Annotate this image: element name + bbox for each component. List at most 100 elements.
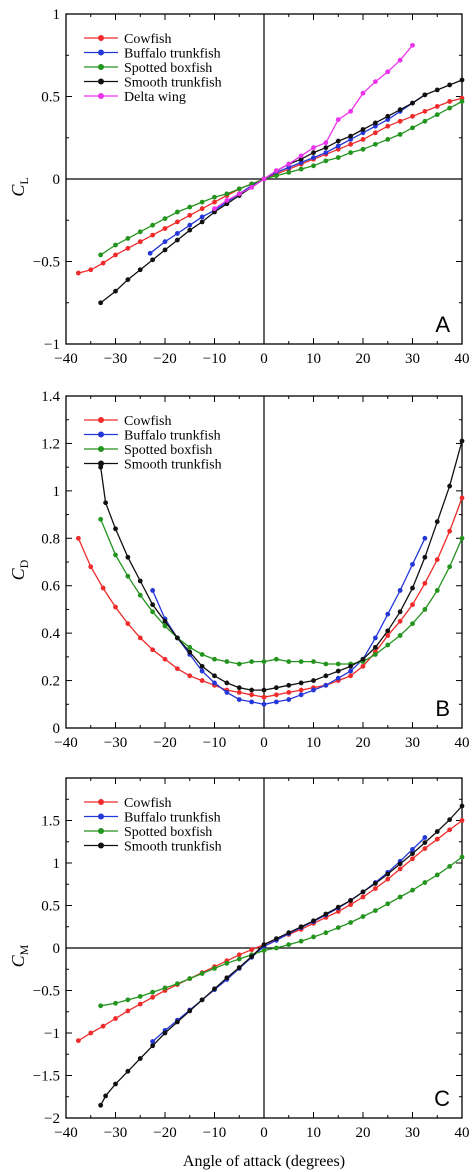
panel-a-point-smooth-trunkfish <box>348 133 354 139</box>
panel-c-point-cowfish <box>372 886 378 891</box>
panel-b-point-spotted-boxfish <box>187 644 193 650</box>
panel-b-point-cowfish <box>385 633 391 638</box>
panel-b-y-axis-label-sub: D <box>17 559 31 568</box>
panel-c-point-buffalo-trunkfish <box>150 1039 156 1044</box>
panel-c-y-tick-label: −1.5 <box>33 1069 60 1085</box>
panel-b-legend-item-smooth-trunkfish: Smooth trunkfish <box>84 458 222 473</box>
panel-a-point-buffalo-trunkfish <box>372 123 378 129</box>
panel-a-point-spotted-boxfish <box>286 170 292 175</box>
panel-a-point-cowfish <box>397 118 403 124</box>
panel-b-point-smooth-trunkfish <box>372 644 378 650</box>
panel-c-point-smooth-trunkfish <box>137 1056 143 1061</box>
panel-b-point-smooth-trunkfish <box>459 438 465 444</box>
panel-b-point-cowfish <box>249 692 255 698</box>
panel-c-point-spotted-boxfish <box>150 989 156 995</box>
panel-a-point-spotted-boxfish <box>447 105 453 111</box>
panel-c-legend-label: Cowfish <box>124 796 171 811</box>
panel-b-x-tick-label: 20 <box>356 735 371 751</box>
panel-c-point-cowfish <box>459 818 465 823</box>
panel-a-legend-swatch-marker <box>98 64 104 70</box>
panel-c-point-spotted-boxfish <box>261 948 267 953</box>
panel-b-point-cowfish <box>88 564 94 570</box>
panel-c-point-spotted-boxfish <box>397 894 403 900</box>
panel-a-point-spotted-boxfish <box>212 194 217 200</box>
panel-b-point-smooth-trunkfish <box>335 668 341 674</box>
panel-b-point-cowfish <box>137 635 143 641</box>
panel-b-point-smooth-trunkfish <box>273 685 279 691</box>
panel-b-point-cowfish <box>397 618 403 624</box>
panel-b-point-buffalo-trunkfish <box>212 680 217 686</box>
panel-c-point-smooth-trunkfish <box>323 911 329 917</box>
panel-a-point-spotted-boxfish <box>113 242 118 248</box>
panel-b-y-axis-label-main: C <box>8 567 28 580</box>
panel-c-x-tick-label: 40 <box>455 1125 470 1141</box>
panel-c-point-spotted-boxfish <box>385 901 391 907</box>
panel-c-point-spotted-boxfish <box>434 872 440 878</box>
panel-c-point-spotted-boxfish <box>298 938 304 944</box>
panel-a-series-delta-wing <box>212 42 415 212</box>
panel-b-y-tick-label: 0.2 <box>41 674 60 690</box>
panel-c-point-spotted-boxfish <box>174 981 180 987</box>
panel-a-point-spotted-boxfish <box>125 236 131 241</box>
panel-c-point-smooth-trunkfish <box>150 1043 156 1049</box>
panel-b-point-smooth-trunkfish <box>137 578 143 584</box>
panel-a-point-buffalo-trunkfish <box>174 231 180 236</box>
panel-c-point-smooth-trunkfish <box>286 930 292 936</box>
panel-a-y-tick-label: 1 <box>53 7 61 23</box>
panel-c-point-smooth-trunkfish <box>422 840 428 845</box>
panel-a-x-tick-label: −20 <box>153 351 176 367</box>
panel-c-point-cowfish <box>75 1038 81 1044</box>
panel-a-legend-label: Buffalo trunkfish <box>124 47 221 62</box>
panel-b-point-spotted-boxfish <box>261 659 267 664</box>
panel-a-point-cowfish <box>187 212 193 218</box>
panel-c-point-spotted-boxfish <box>410 887 415 893</box>
panel-a-legend-label: Cowfish <box>124 32 171 47</box>
panel-a-point-spotted-boxfish <box>335 155 341 160</box>
panel-a-point-smooth-trunkfish <box>459 77 465 83</box>
panel-a-point-delta-wing <box>224 198 230 203</box>
panel-a-point-delta-wing <box>249 184 255 190</box>
panel-c-x-tick-label: 30 <box>405 1125 420 1141</box>
panel-c-point-smooth-trunkfish <box>103 1093 108 1099</box>
panel-a-point-buffalo-trunkfish <box>199 214 205 220</box>
panel-a-x-tick-label: −30 <box>104 351 127 367</box>
panel-c-legend-swatch-marker <box>98 828 104 834</box>
panel-b-y-tick-label: 0.4 <box>41 626 60 642</box>
panel-a-x-tick-label: −40 <box>54 351 77 367</box>
panel-c-point-buffalo-trunkfish <box>410 847 415 852</box>
panel-b-point-cowfish <box>113 604 118 610</box>
panel-a-point-spotted-boxfish <box>348 150 354 156</box>
panel-b-point-cowfish <box>434 557 440 563</box>
panel-b-point-spotted-boxfish <box>385 642 391 648</box>
panel-b-x-tick-label: 10 <box>306 735 321 751</box>
panel-b-point-spotted-boxfish <box>323 661 329 667</box>
panel-c-point-smooth-trunkfish <box>348 898 354 903</box>
panel-b-point-spotted-boxfish <box>422 607 428 612</box>
panel-b-point-buffalo-trunkfish <box>150 588 156 593</box>
panel-a-point-spotted-boxfish <box>174 209 180 215</box>
panel-c-y-tick-label: −2 <box>44 1111 60 1127</box>
panel-c-legend-item-smooth-trunkfish: Smooth trunkfish <box>84 840 222 855</box>
panel-c-point-smooth-trunkfish <box>261 942 267 947</box>
panel-b-point-spotted-boxfish <box>249 659 255 664</box>
panel-a-point-cowfish <box>174 219 180 225</box>
panel-a-point-smooth-trunkfish <box>372 120 378 126</box>
panel-b-point-spotted-boxfish <box>372 652 378 657</box>
panel-a-point-delta-wing <box>212 206 217 212</box>
panel-c-point-smooth-trunkfish <box>98 1102 104 1108</box>
panel-b-point-buffalo-trunkfish <box>323 682 329 688</box>
panel-a-point-buffalo-trunkfish <box>360 130 366 136</box>
panel-b-point-spotted-boxfish <box>150 609 156 615</box>
panel-a-point-spotted-boxfish <box>199 199 205 205</box>
panel-a-point-spotted-boxfish <box>150 222 156 228</box>
panel-a-point-cowfish <box>162 226 168 231</box>
panel-c-point-smooth-trunkfish <box>125 1068 131 1074</box>
panel-b-legend-swatch-marker <box>98 431 104 438</box>
panel-b-y-tick-label: 0 <box>53 721 61 737</box>
panel-b-point-cowfish <box>422 580 428 586</box>
panel-a-point-cowfish <box>447 99 453 104</box>
panel-c-y-axis-label-sub: M <box>17 944 31 955</box>
panel-b: −40 −30 −20 −10 0 10 20 30 40 0 0.2 0.4 0.6 0.8 1 1.2 1.… <box>8 389 470 751</box>
panel-a-point-cowfish <box>385 123 391 129</box>
panel-a-point-smooth-trunkfish <box>174 237 180 243</box>
